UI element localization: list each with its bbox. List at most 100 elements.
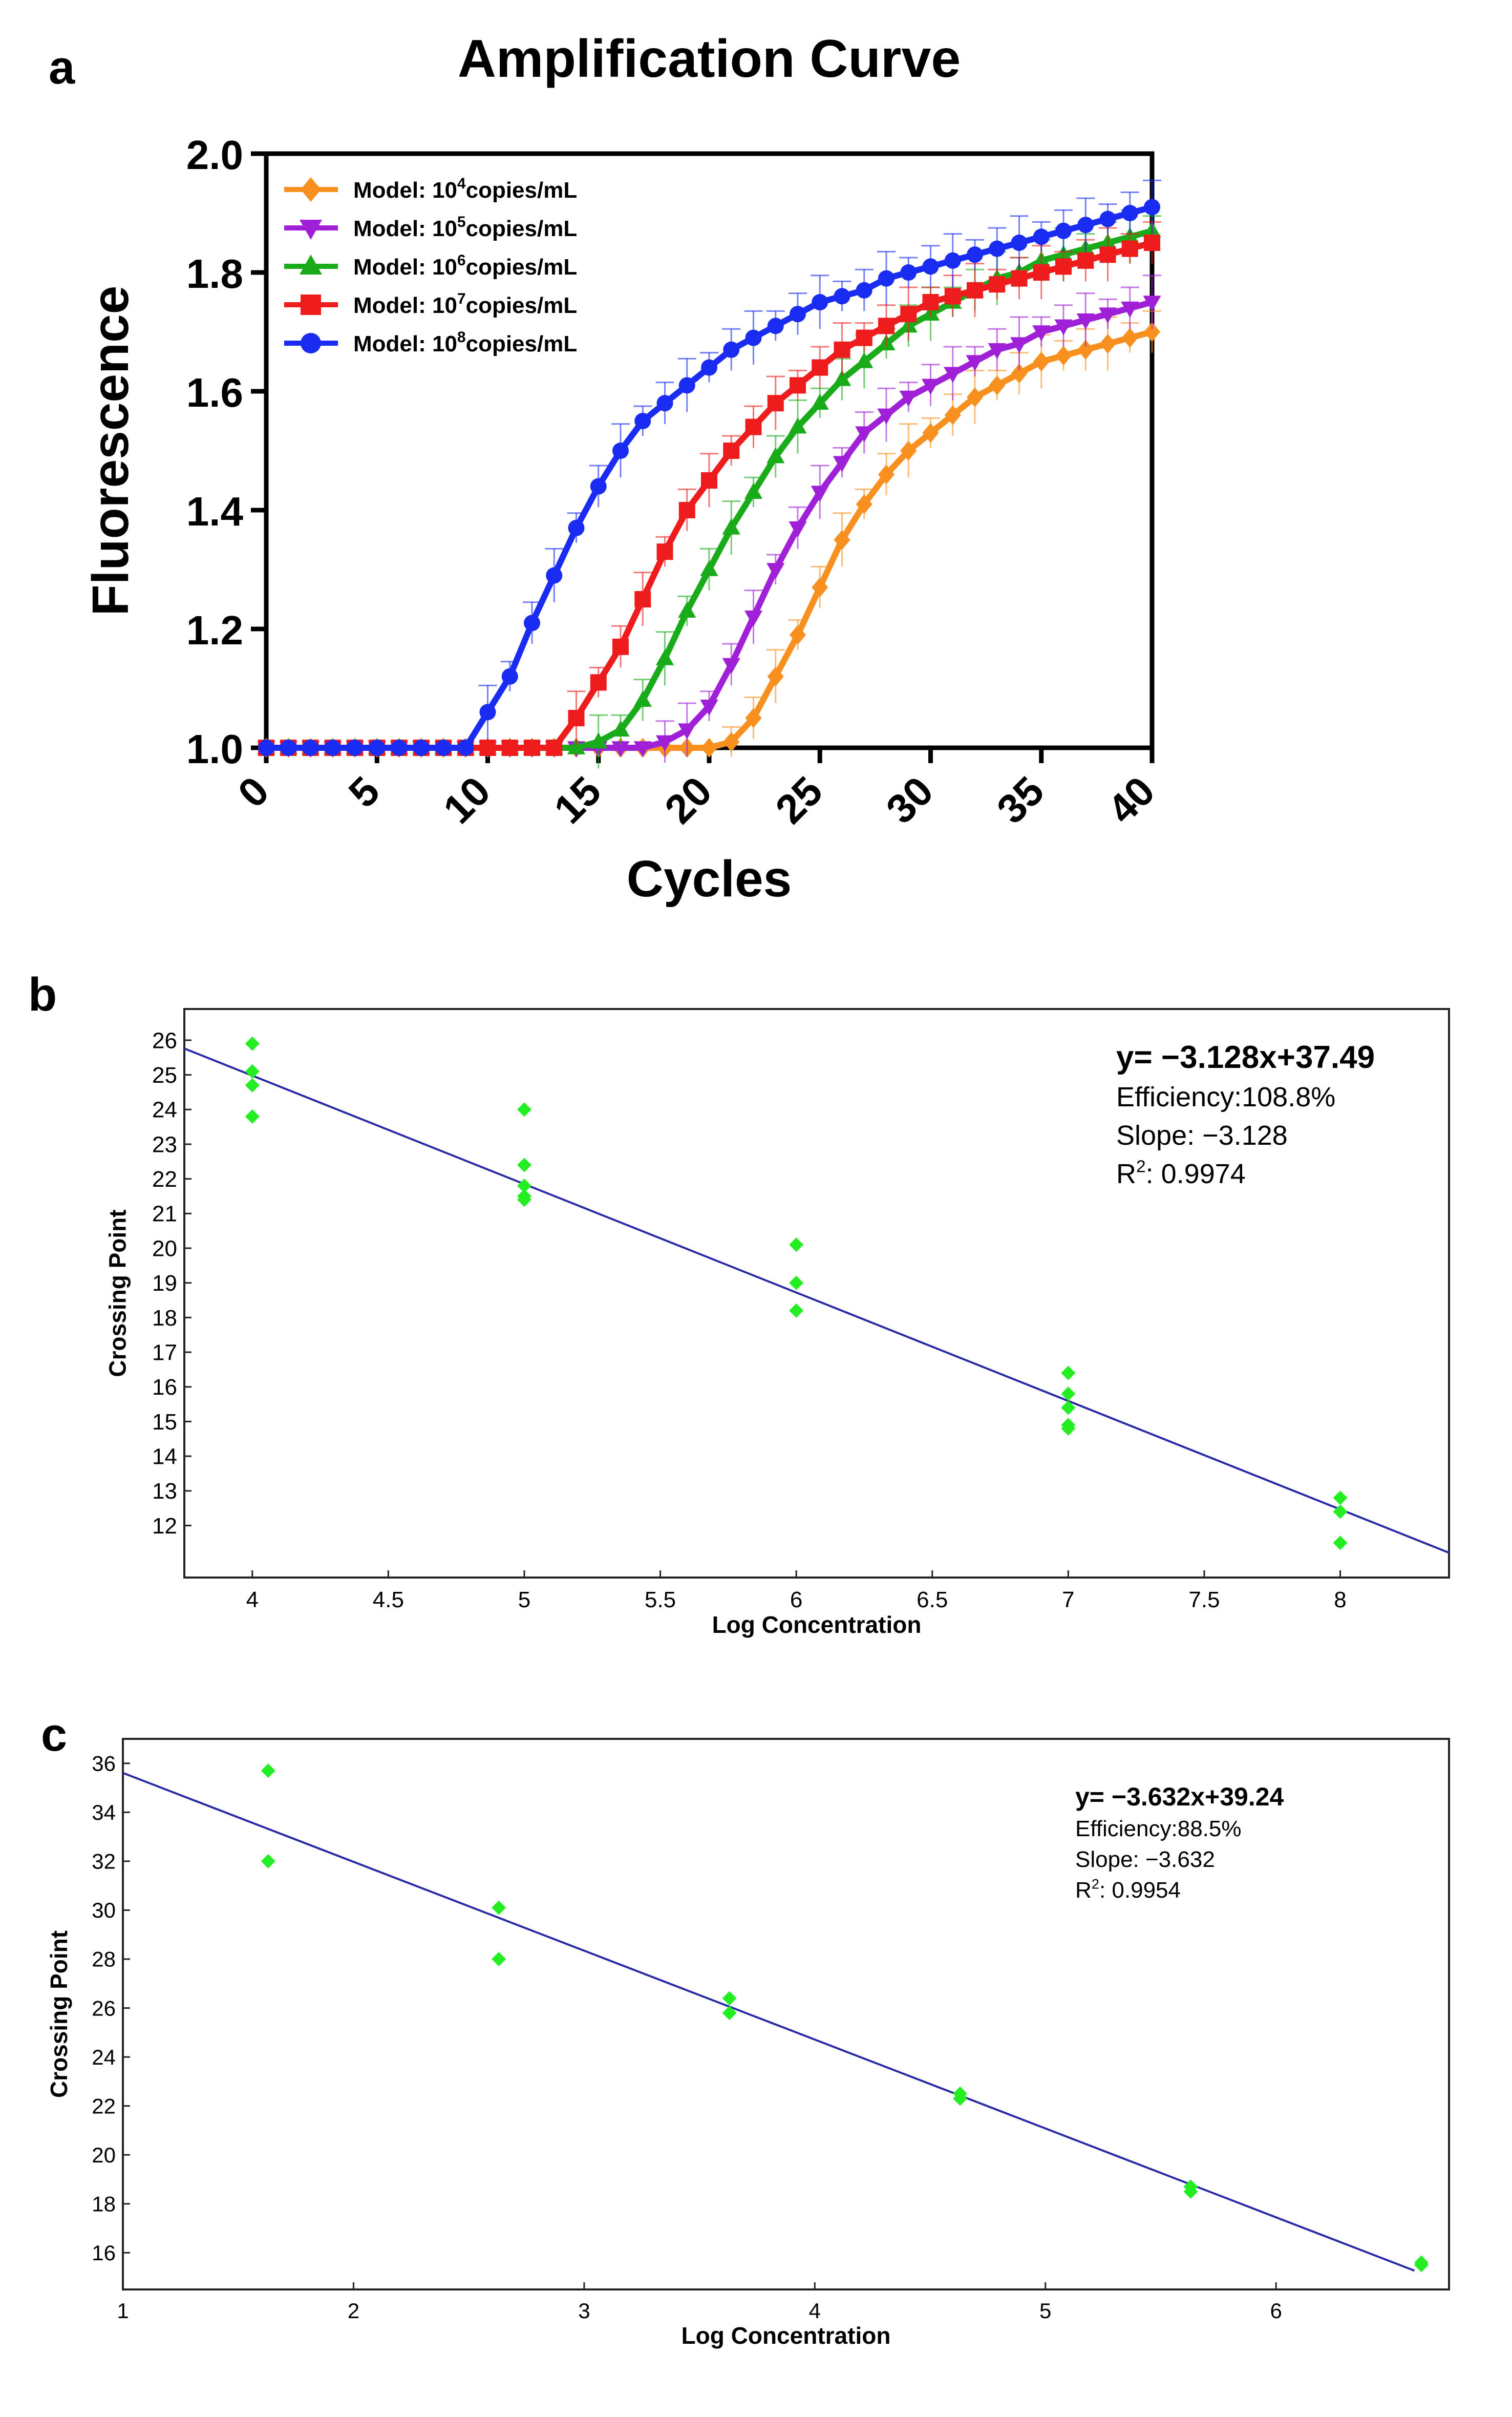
data-point: [589, 732, 608, 749]
y-tick-label: 23: [152, 1132, 177, 1157]
data-point: [1054, 319, 1073, 335]
regression-line: [184, 1047, 1450, 1554]
x-tick-label: 6: [790, 1587, 802, 1612]
data-point: [878, 318, 895, 334]
data-point: [745, 418, 762, 435]
data-point: [1099, 211, 1116, 227]
y-tick-label: 1.0: [186, 726, 243, 772]
data-point: [1055, 346, 1072, 366]
panel-label-c: c: [41, 1709, 68, 1761]
x-axis-label: Log Concentration: [682, 2322, 891, 2349]
data-point: [922, 423, 939, 443]
x-tick-label: 20: [656, 768, 720, 832]
slope-text: Slope: −3.632: [1075, 1847, 1215, 1872]
y-tick-label: 13: [152, 1479, 177, 1504]
data-point: [766, 563, 785, 579]
efficiency-text: Efficiency:108.8%: [1116, 1082, 1335, 1112]
r-squared-text: R2: 0.9954: [1075, 1876, 1181, 1903]
data-point: [517, 1192, 531, 1207]
x-tick-label: 3: [578, 2299, 590, 2323]
data-point: [878, 465, 895, 485]
y-tick-label: 1.2: [186, 607, 243, 653]
data-point: [391, 740, 408, 756]
data-point: [744, 482, 763, 499]
data-point: [989, 375, 1006, 395]
legend-swatch-marker: [300, 255, 322, 275]
data-point: [1333, 1504, 1348, 1519]
y-tick-label: 16: [152, 1375, 177, 1400]
data-point: [701, 738, 717, 758]
y-tick-label: 20: [92, 2143, 116, 2167]
data-point: [1121, 328, 1138, 348]
data-point: [834, 530, 850, 550]
data-point: [501, 740, 518, 756]
data-point: [567, 738, 586, 754]
y-tick-label: 14: [152, 1444, 177, 1469]
plot-frame: [183, 1008, 1450, 1579]
y-tick-label: 36: [92, 1751, 116, 1775]
data-point: [944, 367, 962, 383]
data-point: [347, 740, 363, 756]
slope-text: Slope: −3.128: [1116, 1120, 1288, 1151]
x-axis-label: Cycles: [627, 850, 792, 908]
data-point: [767, 318, 784, 334]
data-point: [744, 611, 763, 627]
series-group: [258, 179, 1161, 756]
data-point: [878, 270, 895, 287]
data-point: [922, 258, 939, 275]
data-point: [634, 413, 651, 429]
panel-label-b: b: [28, 969, 57, 1021]
data-point: [261, 1854, 275, 1868]
data-point: [546, 740, 563, 756]
data-point: [678, 377, 695, 394]
y-tick-label: 28: [92, 1947, 116, 1971]
data-point: [1011, 364, 1028, 384]
data-point: [811, 393, 829, 410]
data-point: [655, 735, 674, 751]
data-point: [856, 282, 872, 299]
data-point: [1333, 1490, 1348, 1505]
data-point: [944, 252, 961, 269]
data-point: [369, 740, 386, 756]
y-tick-label: 24: [152, 1098, 177, 1123]
y-tick-label: 1.6: [186, 370, 243, 415]
data-point: [789, 1237, 804, 1252]
data-point: [1077, 252, 1094, 269]
data-point: [1061, 1365, 1076, 1380]
y-tick-label: 20: [152, 1236, 177, 1261]
data-point: [1333, 1536, 1348, 1550]
data-point: [899, 390, 918, 407]
amplification-curve-chart: Amplification Curve Cycles Fluorescence 1.0…: [82, 29, 1163, 908]
legend-label: Model: 108copies/mL: [353, 329, 577, 356]
y-tick-label: 21: [152, 1202, 177, 1227]
data-point: [833, 456, 851, 472]
data-point: [833, 370, 851, 386]
regression-equation: y= −3.128x+37.49: [1116, 1040, 1375, 1075]
x-tick-label: 30: [878, 768, 942, 832]
data-point: [967, 282, 983, 299]
data-point: [789, 1303, 804, 1318]
chart-title: Amplification Curve: [458, 29, 961, 89]
legend: Model: 104copies/mL Model: 105copies/mL Mo…: [284, 175, 577, 356]
data-point: [767, 666, 784, 686]
data-point: [678, 723, 696, 740]
x-tick-label: 10: [435, 768, 499, 832]
data-point: [834, 288, 850, 305]
x-tick-label: 5: [518, 1587, 530, 1612]
y-tick-label: 25: [152, 1063, 177, 1088]
data-point: [1183, 2184, 1198, 2199]
data-point: [900, 306, 917, 323]
data-point: [517, 1102, 531, 1117]
y-tick-label: 15: [152, 1410, 177, 1435]
x-tick-label: 40: [1099, 768, 1163, 832]
data-point: [656, 543, 673, 560]
legend-label: Model: 106copies/mL: [353, 252, 577, 280]
data-point: [1033, 351, 1050, 372]
y-tick-label: 1.8: [186, 251, 243, 297]
data-point: [1143, 296, 1161, 312]
data-point: [900, 440, 917, 461]
data-point: [790, 306, 806, 323]
data-point: [811, 486, 829, 502]
data-point: [1098, 307, 1117, 324]
data-point: [944, 288, 961, 305]
